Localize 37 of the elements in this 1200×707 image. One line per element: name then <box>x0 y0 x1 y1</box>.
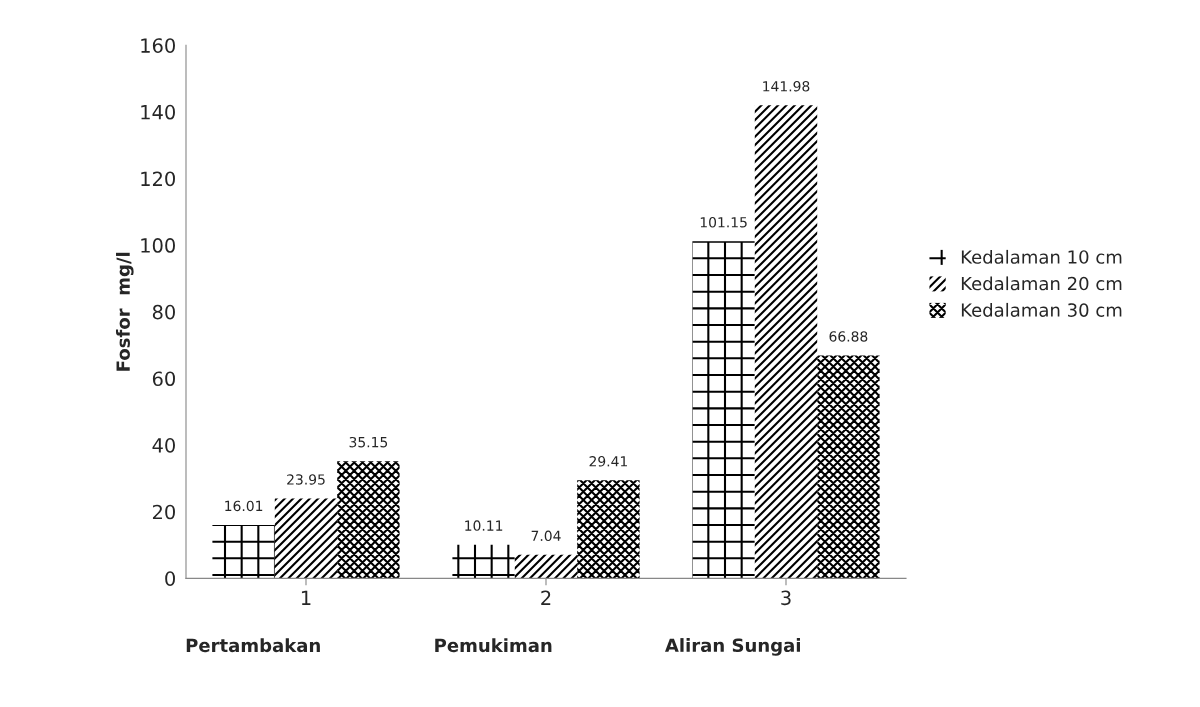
y-tick-label: 60 <box>152 371 175 387</box>
legend-label: Kedalaman 10 cm <box>961 249 1122 264</box>
data-label: 101.15 <box>700 217 747 228</box>
text: Pemukiman <box>435 638 552 653</box>
data-label: 141.98 <box>763 80 810 92</box>
bar <box>452 544 515 579</box>
data-label: 66.88 <box>829 331 868 342</box>
text: Aliran Sungai <box>664 638 800 656</box>
bar <box>577 480 640 579</box>
text: Pertambakan <box>186 638 320 653</box>
data-label: 29.41 <box>589 456 627 467</box>
legend-label: Kedalaman 30 cm <box>961 302 1122 317</box>
bar <box>754 105 818 579</box>
y-tick-label: 140 <box>141 104 175 120</box>
y-tick-label: 120 <box>141 171 175 187</box>
y-tick-label: 0 <box>165 571 175 586</box>
y-tick-label: 100 <box>141 238 175 253</box>
x-tick-label: 2 <box>541 590 551 605</box>
y-tick-label: 20 <box>152 504 175 520</box>
data-label: 23.95 <box>287 474 325 485</box>
legend-label: Kedalaman 20 cm <box>961 276 1122 291</box>
data-label: 16.01 <box>225 500 263 512</box>
bar <box>212 524 275 579</box>
data-label: 10.11 <box>465 520 503 531</box>
x-tick-label: 1 <box>301 590 311 605</box>
x-tick-label: 3 <box>781 590 791 606</box>
bar <box>514 554 578 579</box>
data-label: 35.15 <box>349 436 388 448</box>
bar <box>337 461 400 579</box>
bar <box>692 241 755 579</box>
bar <box>274 498 338 579</box>
y-tick-label: 40 <box>152 438 175 453</box>
y-tick-label: 80 <box>152 304 175 320</box>
bar <box>817 355 880 579</box>
y-axis-title: Fosfor mg/l <box>115 252 134 371</box>
y-tick-label: 160 <box>141 38 175 53</box>
data-label: 7.04 <box>531 530 561 542</box>
